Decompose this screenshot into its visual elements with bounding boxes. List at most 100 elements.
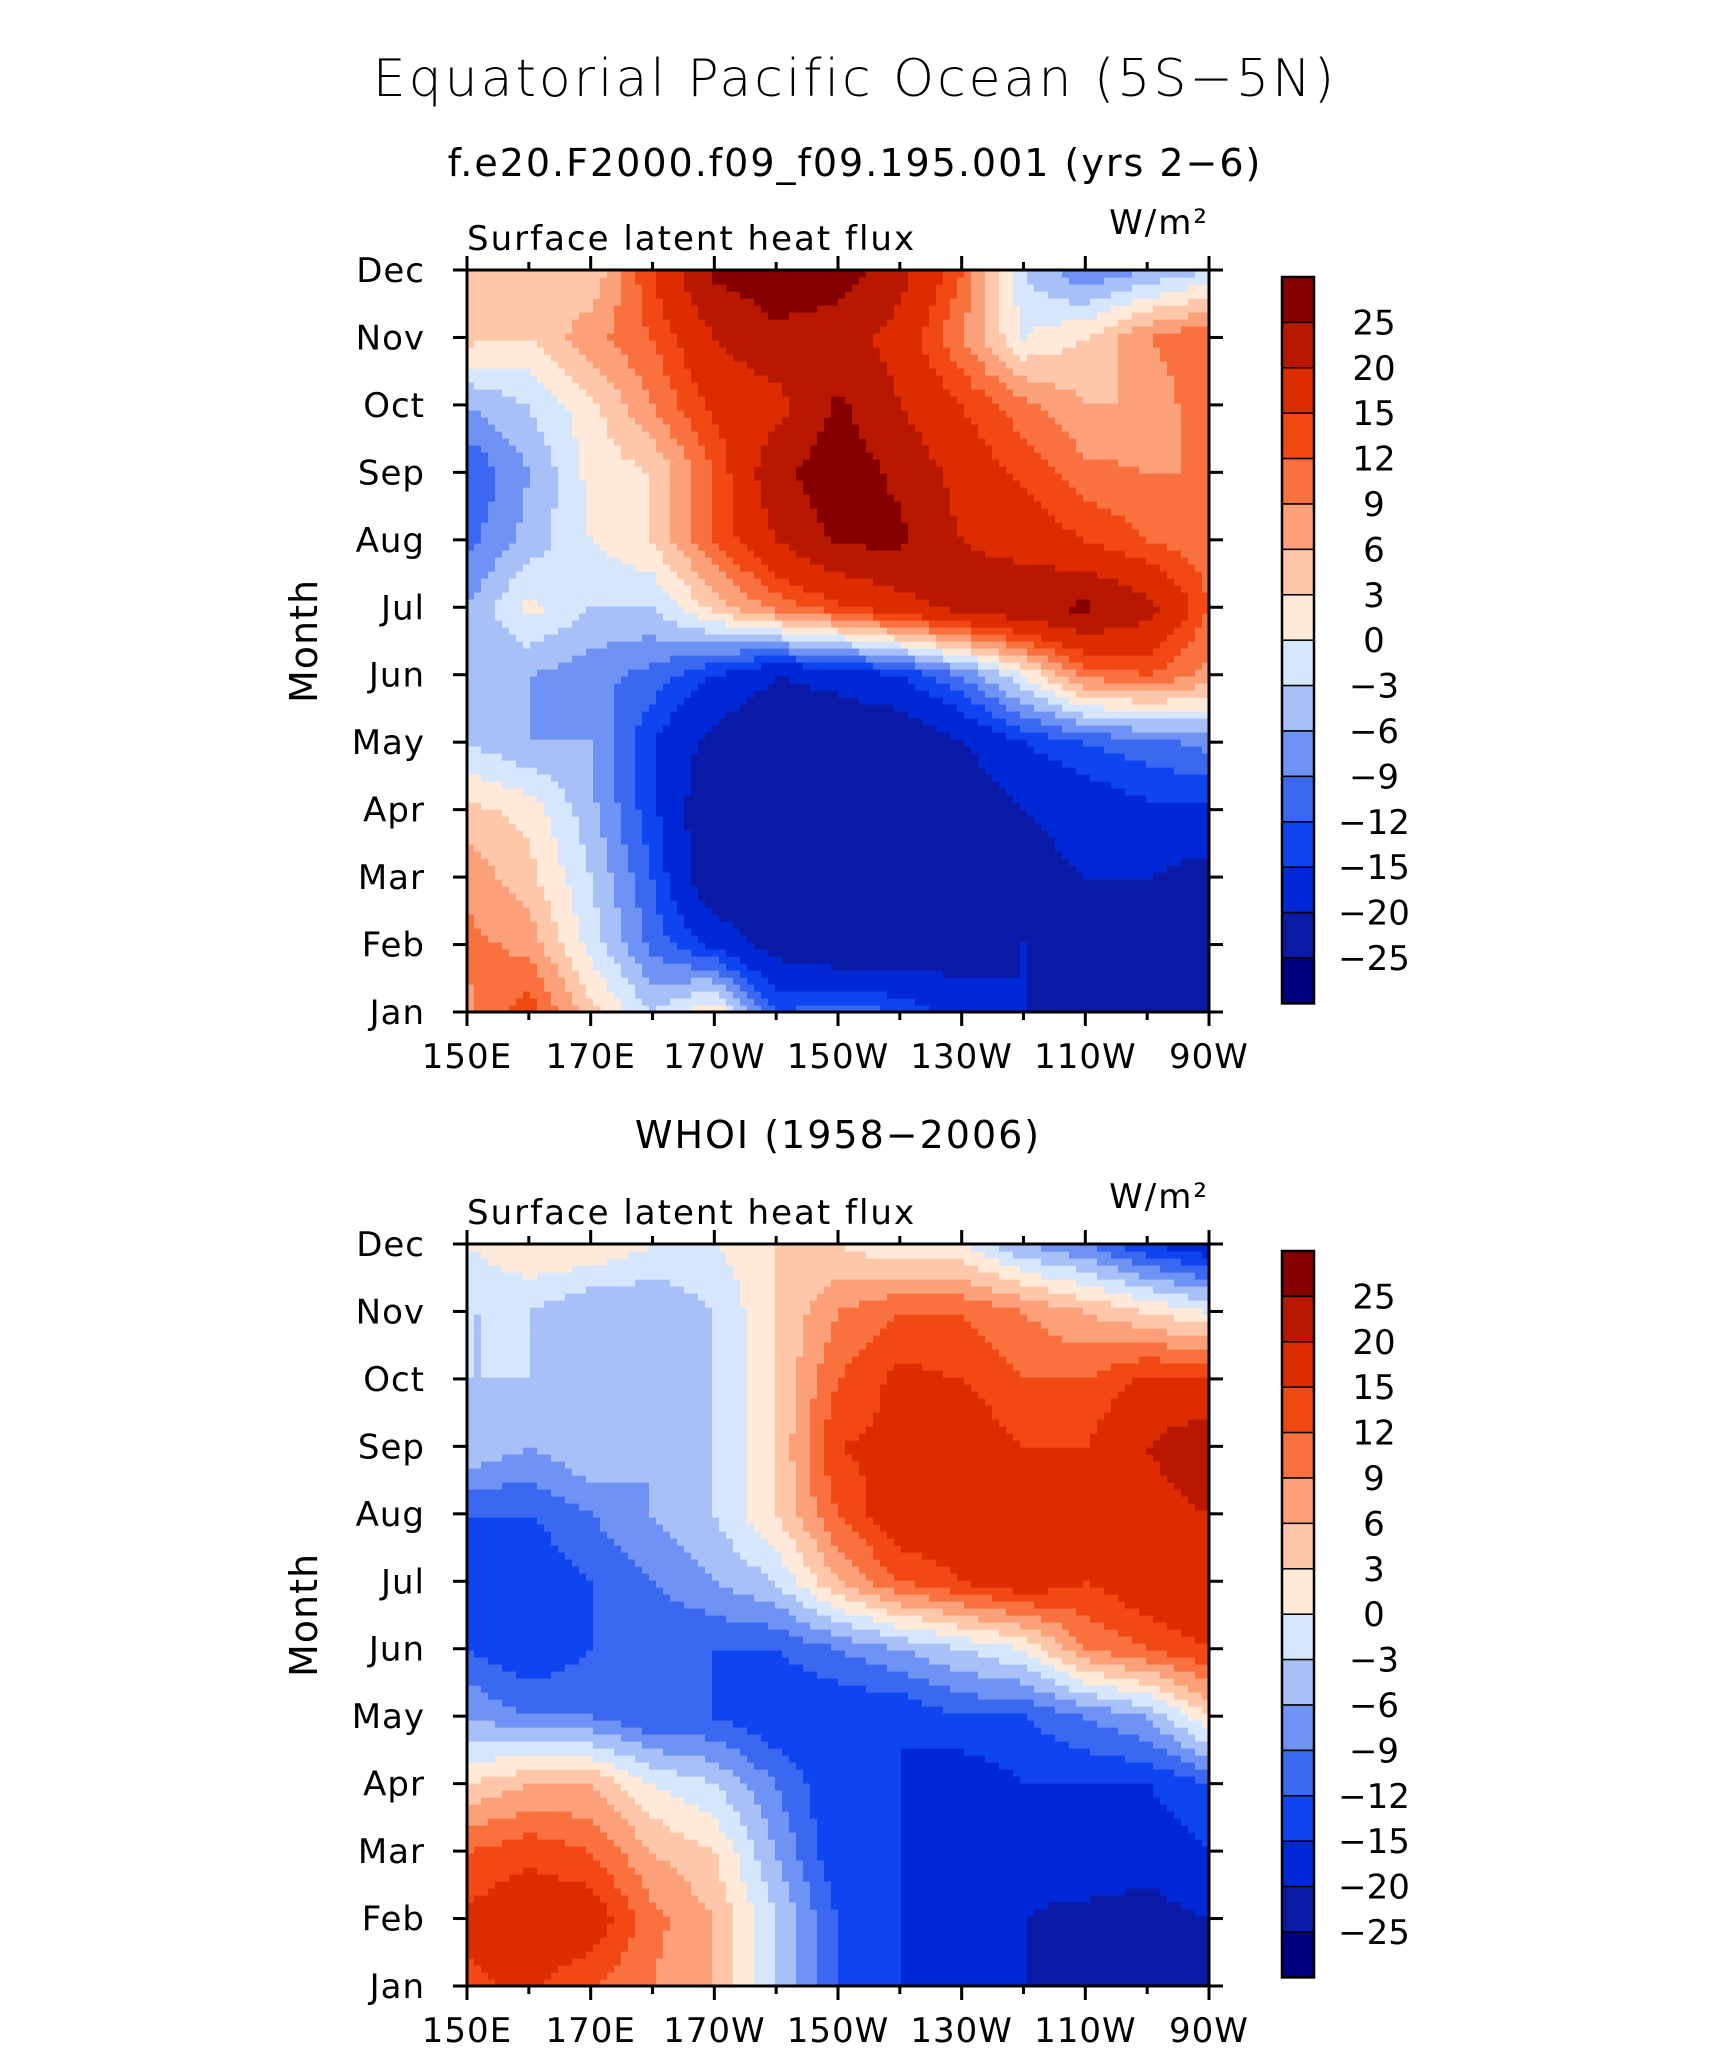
contour-cell [635, 970, 643, 978]
contour-cell [992, 767, 1000, 775]
contour-cell [1188, 942, 1196, 950]
contour-cell [544, 935, 552, 943]
contour-cell [656, 711, 664, 719]
contour-cell [761, 977, 769, 985]
contour-cell [537, 1005, 545, 1013]
contour-cell [467, 1005, 475, 1013]
contour-cell [831, 893, 839, 901]
contour-cell [768, 942, 776, 950]
contour-cell [719, 956, 727, 964]
contour-cell [719, 991, 727, 999]
contour-cell [1020, 858, 1028, 866]
contour-cell [1041, 956, 1049, 964]
contour-cell [943, 844, 951, 852]
contour-cell [782, 963, 790, 971]
contour-cell [684, 802, 692, 810]
contour-cell [719, 704, 727, 712]
contour-cell [663, 900, 671, 908]
contour-cell [614, 991, 622, 999]
contour-cell [628, 914, 636, 922]
contour-cell [663, 998, 671, 1006]
contour-cell [1104, 935, 1112, 943]
contour-cell [621, 851, 629, 859]
contour-cell [1118, 886, 1126, 894]
contour-cell [1174, 788, 1182, 796]
contour-cell [719, 977, 727, 985]
contour-cell [845, 718, 853, 726]
contour-cell [831, 914, 839, 922]
contour-cell [614, 914, 622, 922]
contour-cell [796, 865, 804, 873]
contour-cell [915, 900, 923, 908]
contour-cell [1097, 998, 1105, 1006]
contour-cell [803, 774, 811, 782]
contour-cell [768, 725, 776, 733]
contour-cell [467, 725, 475, 733]
contour-cell [1118, 977, 1126, 985]
contour-cell [929, 837, 937, 845]
contour-cell [950, 809, 958, 817]
contour-cell [887, 991, 895, 999]
contour-cell [971, 816, 979, 824]
contour-cell [656, 921, 664, 929]
contour-cell [698, 704, 706, 712]
contour-cell [670, 816, 678, 824]
contour-cell [1195, 970, 1203, 978]
contour-cell [908, 991, 916, 999]
contour-cell [992, 690, 1000, 698]
contour-cell [1048, 900, 1056, 908]
contour-cell [845, 858, 853, 866]
contour-cell [1020, 795, 1028, 803]
contour-cell [656, 718, 664, 726]
contour-cell [558, 935, 566, 943]
contour-cell [1090, 697, 1098, 705]
contour-cell [565, 844, 573, 852]
contour-cell [1006, 963, 1014, 971]
contour-cell [467, 683, 475, 691]
contour-cell [1083, 991, 1091, 999]
contour-cell [964, 739, 972, 747]
contour-cell [1006, 900, 1014, 908]
contour-cell [1118, 970, 1126, 978]
contour-cell [1062, 900, 1070, 908]
contour-cell [1006, 914, 1014, 922]
contour-cell [481, 732, 489, 740]
contour-cell [950, 760, 958, 768]
contour-cell [1167, 753, 1175, 761]
contour-cell [656, 914, 664, 922]
contour-cell [1188, 753, 1196, 761]
contour-cell [747, 788, 755, 796]
contour-cell [1097, 907, 1105, 915]
contour-cell [1132, 942, 1140, 950]
contour-cell [782, 767, 790, 775]
contour-cell [705, 746, 713, 754]
contour-cell [950, 725, 958, 733]
contour-cell [817, 1005, 825, 1013]
contour-cell [1181, 900, 1189, 908]
contour-cell [1090, 802, 1098, 810]
contour-cell [481, 914, 489, 922]
contour-cell [691, 900, 699, 908]
contour-cell [670, 921, 678, 929]
contour-cell [1181, 977, 1189, 985]
contour-cell [712, 816, 720, 824]
contour-cell [1083, 900, 1091, 908]
contour-cell [656, 942, 664, 950]
contour-cell [845, 767, 853, 775]
contour-cell [817, 816, 825, 824]
contour-cell [1041, 865, 1049, 873]
contour-cell [670, 739, 678, 747]
contour-cell [1069, 725, 1077, 733]
contour-cell [544, 872, 552, 880]
contour-cell [950, 893, 958, 901]
contour-cell [635, 704, 643, 712]
contour-cell [1125, 816, 1133, 824]
contour-cell [544, 949, 552, 957]
contour-cell [677, 809, 685, 817]
contour-cell [761, 760, 769, 768]
contour-cell [677, 977, 685, 985]
contour-cell [1125, 739, 1133, 747]
contour-cell [663, 802, 671, 810]
contour-cell [1013, 900, 1021, 908]
contour-cell [712, 746, 720, 754]
